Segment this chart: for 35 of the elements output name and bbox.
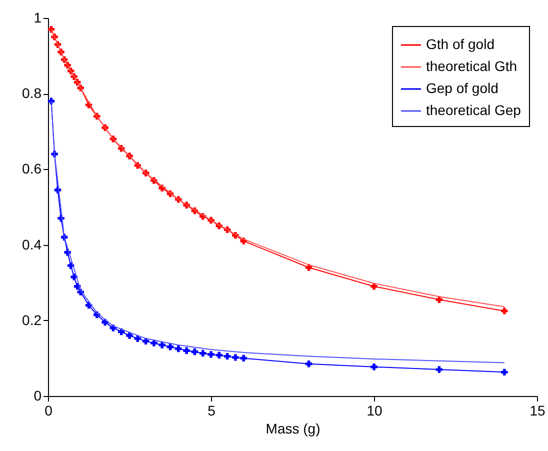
y-tick-label: 0.4 [22, 236, 42, 252]
point [183, 347, 190, 354]
point [370, 283, 378, 290]
x-axis-title: Mass (g) [266, 420, 320, 436]
point [501, 368, 508, 376]
point [232, 354, 239, 361]
point [240, 354, 247, 362]
x-tick-label: 0 [44, 402, 53, 418]
y-tick-label: 0.6 [22, 160, 42, 177]
legend-label: theoretical Gep [426, 102, 522, 118]
point [208, 351, 214, 358]
y-tick-label: 1 [34, 10, 42, 26]
y-tick-label: 0.2 [22, 312, 42, 328]
legend-label: Gth of gold [426, 36, 494, 52]
legend-label: Gep of gold [426, 80, 498, 96]
legend-label: theoretical Gth [426, 58, 518, 74]
point [199, 350, 206, 357]
x-tick-label: 15 [530, 402, 546, 418]
y-tick-label: 0 [34, 388, 42, 404]
point [305, 360, 312, 368]
x-tick-label: 5 [208, 402, 216, 418]
point [305, 264, 312, 271]
point [158, 342, 166, 348]
point [216, 352, 223, 359]
point [191, 348, 198, 356]
point [370, 364, 378, 370]
point [134, 335, 142, 342]
point [175, 345, 182, 352]
point [126, 332, 133, 339]
point [501, 308, 508, 314]
y-tick-label: 0.8 [22, 85, 42, 102]
point [150, 340, 158, 346]
point [224, 352, 231, 360]
point [436, 366, 443, 373]
x-tick-label: 10 [366, 402, 382, 418]
